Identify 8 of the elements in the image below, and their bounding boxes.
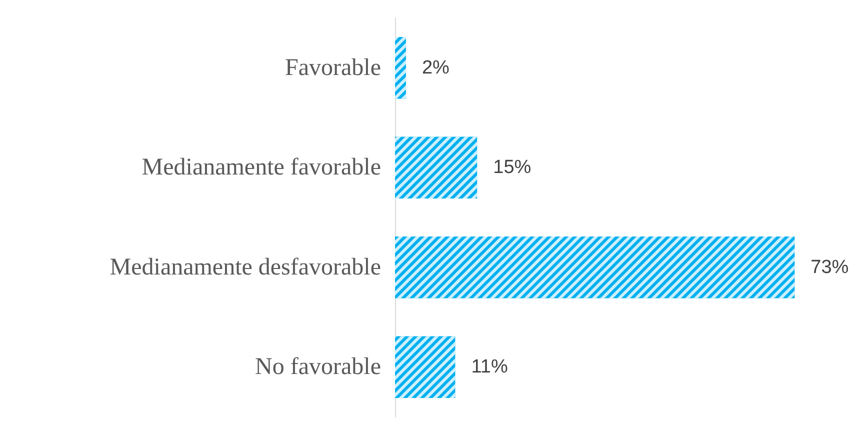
data-label: 15% (493, 157, 532, 178)
y-tick-label: Favorable (285, 54, 381, 81)
y-tick-label: Medianamente desfavorable (110, 254, 381, 280)
y-tick-label: No favorable (255, 354, 381, 380)
data-label: 2% (422, 57, 450, 78)
data-label: 11% (471, 356, 508, 378)
data-label: 73% (810, 256, 849, 278)
y-tick-label: Medianamente favorable (142, 154, 381, 181)
